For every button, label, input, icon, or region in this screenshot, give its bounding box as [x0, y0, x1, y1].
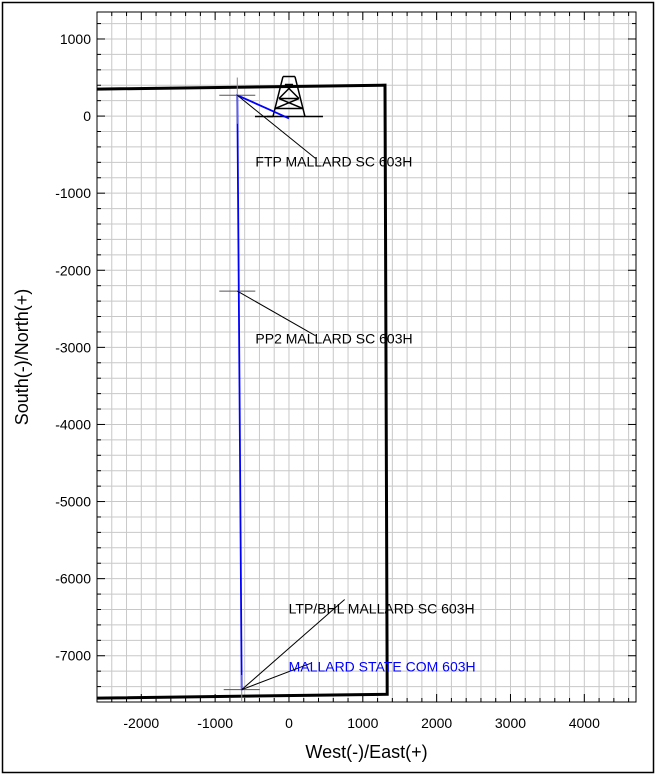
rig-strut: [284, 83, 300, 100]
annotation-label: LTP/BHL MALLARD SC 603H: [289, 600, 475, 616]
y-tick-label: -3000: [55, 339, 91, 355]
y-tick-label: -7000: [55, 648, 91, 664]
x-axis-label: West(-)/East(+): [305, 742, 427, 762]
y-tick-label: -4000: [55, 416, 91, 432]
x-tick-label: 2000: [421, 715, 452, 731]
y-axis-label: South(-)/North(+): [12, 289, 32, 426]
plot-area-frame: [96, 11, 637, 703]
annotation-leader: [237, 290, 316, 337]
annotation-leader: [236, 94, 316, 159]
y-tick-label: -2000: [55, 262, 91, 278]
y-tick-label: 1000: [60, 31, 91, 47]
rig-strut: [272, 76, 284, 117]
y-tick-label: 0: [83, 108, 91, 124]
rig-strut: [294, 76, 306, 117]
y-tick-label: -1000: [55, 185, 91, 201]
annotation-label: MALLARD STATE COM 603H: [289, 658, 476, 674]
x-tick-label: 3000: [495, 715, 526, 731]
series: FTP MALLARD SC 603H PP2 MALLARD SC 603H LT…: [96, 75, 476, 702]
rig-strut: [274, 97, 300, 110]
annotation-label: FTP MALLARD SC 603H: [255, 153, 412, 169]
y-tick-label: -5000: [55, 494, 91, 510]
x-tick-label: 4000: [569, 715, 600, 731]
annotation-leader: [241, 662, 311, 691]
annotation-leader: [241, 599, 345, 691]
tick-marks: [96, 12, 636, 703]
tick-labels: -2000 -1000 0 1000 2000 3000 4000 1000 0 -1000 -20…: [55, 31, 600, 731]
x-tick-label: -1000: [197, 715, 233, 731]
x-tick-label: 0: [285, 715, 293, 731]
drilling-rig-icon: [254, 75, 323, 118]
rig-strut: [278, 97, 304, 110]
y-tick-label: -6000: [55, 571, 91, 587]
x-tick-label: 1000: [347, 715, 378, 731]
x-tick-label: -2000: [123, 715, 159, 731]
rig-strut: [278, 83, 294, 100]
annotation-label: PP2 MALLARD SC 603H: [255, 331, 412, 347]
